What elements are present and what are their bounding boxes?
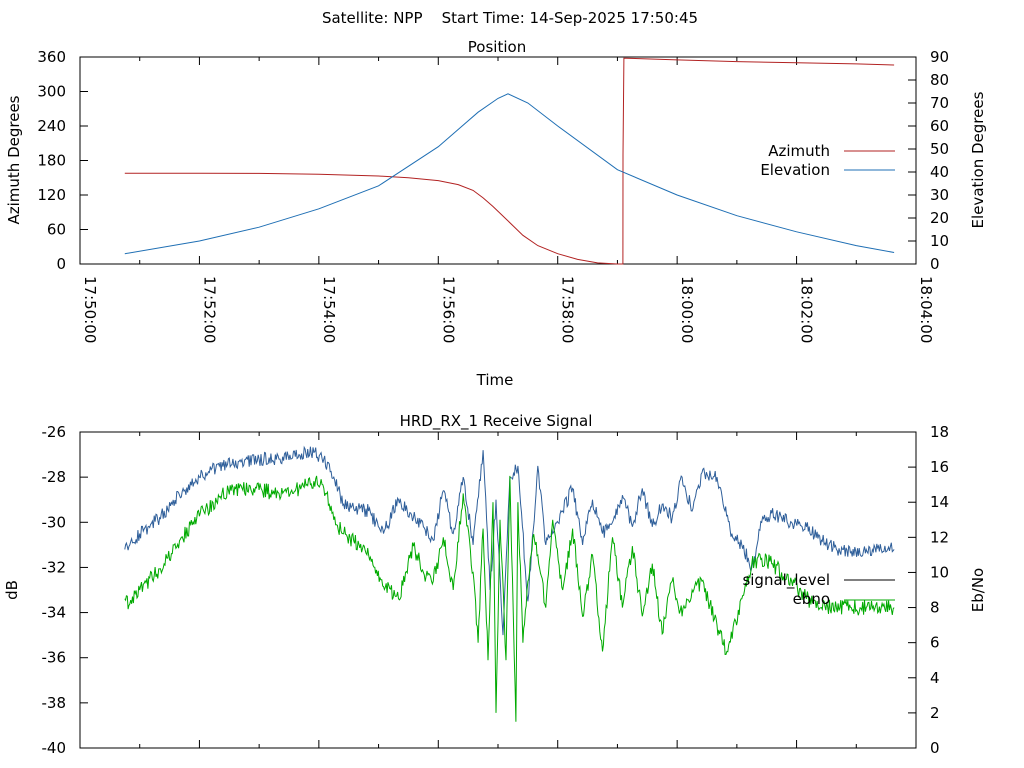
position-series <box>124 57 895 265</box>
signal-title: HRD_RX_1 Receive Signal <box>400 412 593 431</box>
y-right-tick-label: 14 <box>930 493 949 511</box>
series-line-ebno <box>124 475 895 722</box>
y-left-tick-label: -36 <box>42 649 67 667</box>
y-left-tick-label: -40 <box>42 739 67 757</box>
y-right-tick-label: 16 <box>930 458 949 476</box>
y-right-tick-label: 40 <box>930 163 949 181</box>
y-right-tick-label: 8 <box>930 599 940 617</box>
legend-azimuth-label: Azimuth <box>768 142 830 160</box>
y-left-tick-label: 180 <box>37 152 66 170</box>
y-right-tick-label: 50 <box>930 140 949 158</box>
y-left-tick-label: -28 <box>42 468 67 486</box>
time-axis-label: Time <box>476 371 514 389</box>
x-tick-label: 17:50:00 <box>81 276 99 343</box>
x-tick-label: 18:04:00 <box>917 276 935 343</box>
x-tick-label: 18:00:00 <box>678 276 696 343</box>
y-right-tick-label: 12 <box>930 528 949 546</box>
signal-series <box>124 445 895 722</box>
legend-signal-level-label: signal_level <box>742 571 830 590</box>
azimuth-axis-label: Azimuth Degrees <box>5 95 23 224</box>
x-tick-label: 17:52:00 <box>200 276 218 343</box>
position-chart: Position 0 60 120 180 240 300 360 0 10 20 30 40 50 60… <box>5 38 987 389</box>
x-tick-label: 17:56:00 <box>439 276 457 343</box>
legend-ebno-label: ebno <box>793 590 830 608</box>
position-title: Position <box>468 38 526 56</box>
y-left-tick-label: 120 <box>37 186 66 204</box>
y-right-tick-label: 70 <box>930 94 949 112</box>
y-left-tick-label: 60 <box>47 221 66 239</box>
series-line-signal-level <box>124 445 895 636</box>
figure-title: Satellite: NPP Start Time: 14-Sep-2025 1… <box>322 9 698 27</box>
ebno-axis-label: Eb/No <box>969 568 987 612</box>
position-ticks <box>79 56 917 265</box>
y-left-tick-label: -38 <box>42 694 67 712</box>
y-left-tick-label: 0 <box>56 255 66 273</box>
y-right-tick-label: 4 <box>930 669 940 687</box>
signal-ticks <box>79 431 917 749</box>
y-right-tick-label: 80 <box>930 71 949 89</box>
y-left-tick-label: -30 <box>42 513 67 531</box>
legend-elevation-label: Elevation <box>760 161 830 179</box>
y-right-tick-label: 90 <box>930 48 949 66</box>
x-tick-label: 18:02:00 <box>798 276 816 343</box>
series-line-elevation <box>124 93 895 255</box>
position-tick-labels: 0 60 120 180 240 300 360 0 10 20 30 40 50 60 70 80 90 17:… <box>37 48 949 343</box>
signal-tick-labels: -40 -38 -36 -34 -32 -30 -28 -26 0 2 4 6 8 10 12 14 16 18 <box>42 423 950 757</box>
x-tick-label: 17:58:00 <box>559 276 577 343</box>
y-right-tick-label: 0 <box>930 739 940 757</box>
y-right-tick-label: 18 <box>930 423 949 441</box>
y-left-tick-label: 300 <box>37 83 66 101</box>
y-right-tick-label: 60 <box>930 117 949 135</box>
position-legend: Azimuth Elevation <box>760 142 895 179</box>
y-right-tick-label: 6 <box>930 634 940 652</box>
y-right-tick-label: 2 <box>930 704 940 722</box>
y-right-tick-label: 10 <box>930 232 949 250</box>
y-left-tick-label: -26 <box>42 423 67 441</box>
elevation-axis-label: Elevation Degrees <box>969 91 987 228</box>
y-right-tick-label: 30 <box>930 186 949 204</box>
signal-legend: signal_level ebno <box>742 571 895 608</box>
y-left-tick-label: -34 <box>42 604 67 622</box>
signal-chart: HRD_RX_1 Receive Signal -40-38-36-34-32-… <box>3 412 987 757</box>
series-line-azimuth <box>124 57 895 265</box>
x-tick-label: 17:54:00 <box>320 276 338 343</box>
db-axis-label: dB <box>3 580 21 600</box>
y-left-tick-label: -32 <box>42 558 67 576</box>
y-right-tick-label: 0 <box>930 255 940 273</box>
y-left-tick-label: 240 <box>37 117 66 135</box>
y-left-tick-label: 360 <box>37 48 66 66</box>
y-right-tick-label: 10 <box>930 563 949 581</box>
y-right-tick-label: 20 <box>930 209 949 227</box>
